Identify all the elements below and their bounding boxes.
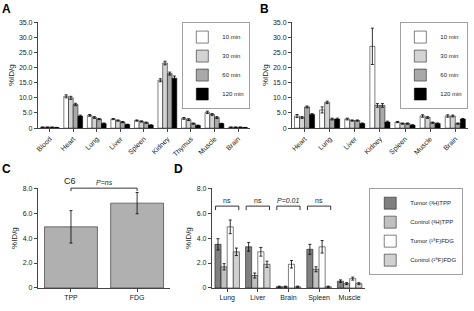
svg-text:4.0: 4.0 xyxy=(23,235,33,242)
svg-text:0: 0 xyxy=(203,284,207,291)
svg-text:B: B xyxy=(260,2,269,16)
svg-text:120 min: 120 min xyxy=(222,91,243,97)
svg-text:15.0: 15.0 xyxy=(19,79,33,86)
svg-text:20.0: 20.0 xyxy=(273,64,287,71)
svg-text:2.0: 2.0 xyxy=(197,259,207,266)
svg-text:60 min: 60 min xyxy=(440,72,458,78)
svg-text:Heart: Heart xyxy=(291,135,308,152)
svg-text:Spleen: Spleen xyxy=(308,294,330,302)
svg-text:Muscle: Muscle xyxy=(413,135,434,156)
svg-text:6.0: 6.0 xyxy=(23,210,33,217)
svg-text:Lung: Lung xyxy=(84,135,101,152)
svg-text:Kidney: Kidney xyxy=(150,135,171,156)
svg-text:Control (¹⁸F)FDG: Control (¹⁸F)FDG xyxy=(410,257,456,263)
svg-text:0: 0 xyxy=(29,125,33,132)
svg-text:Liver: Liver xyxy=(342,135,358,151)
svg-text:C6: C6 xyxy=(64,176,76,186)
svg-text:Brain: Brain xyxy=(280,294,296,301)
svg-text:Heart: Heart xyxy=(59,135,76,152)
svg-text:P=ns: P=ns xyxy=(96,179,113,186)
svg-text:TPP: TPP xyxy=(64,294,78,301)
svg-text:25.0: 25.0 xyxy=(273,49,287,56)
svg-text:Tumor (³H)TPP: Tumor (³H)TPP xyxy=(410,200,451,206)
svg-text:A: A xyxy=(2,2,11,16)
svg-text:Lung: Lung xyxy=(317,135,334,152)
svg-text:%ID/g: %ID/g xyxy=(7,64,16,86)
svg-text:2.0: 2.0 xyxy=(23,259,33,266)
svg-text:30.0: 30.0 xyxy=(19,34,33,41)
svg-text:5.0: 5.0 xyxy=(277,109,287,116)
svg-text:ns: ns xyxy=(223,197,231,204)
svg-text:ns: ns xyxy=(254,197,262,204)
svg-text:35.0: 35.0 xyxy=(19,19,33,26)
svg-text:10.0: 10.0 xyxy=(19,94,33,101)
svg-text:0: 0 xyxy=(29,284,33,291)
svg-text:Liver: Liver xyxy=(250,294,266,301)
svg-text:C: C xyxy=(2,162,11,176)
svg-text:10 min: 10 min xyxy=(440,34,458,40)
svg-text:35.0: 35.0 xyxy=(273,19,287,26)
svg-text:Blood: Blood xyxy=(35,135,53,153)
svg-text:Spleen: Spleen xyxy=(388,135,409,156)
svg-text:60 min: 60 min xyxy=(222,72,240,78)
svg-text:Spleen: Spleen xyxy=(127,135,148,156)
svg-text:%ID/g: %ID/g xyxy=(261,64,270,86)
svg-text:5.0: 5.0 xyxy=(23,109,33,116)
svg-text:Muscle: Muscle xyxy=(197,135,218,156)
svg-text:Muscle: Muscle xyxy=(339,294,361,301)
svg-text:P=0.01: P=0.01 xyxy=(277,197,299,204)
svg-text:Brain: Brain xyxy=(225,135,242,152)
svg-text:30 min: 30 min xyxy=(222,53,240,59)
svg-text:%ID/g: %ID/g xyxy=(184,227,193,249)
svg-text:Control (³H)TPP: Control (³H)TPP xyxy=(410,219,453,225)
svg-text:30 min: 30 min xyxy=(440,53,458,59)
svg-text:10 min: 10 min xyxy=(222,34,240,40)
svg-text:Thymus: Thymus xyxy=(172,135,196,159)
svg-text:Kidney: Kidney xyxy=(363,135,384,156)
svg-text:ns: ns xyxy=(315,197,323,204)
svg-text:Lung: Lung xyxy=(219,294,235,302)
svg-text:15.0: 15.0 xyxy=(273,79,287,86)
svg-text:20.0: 20.0 xyxy=(19,64,33,71)
svg-text:Tumor (¹⁸F)FDG: Tumor (¹⁸F)FDG xyxy=(410,238,454,244)
svg-text:120 min: 120 min xyxy=(440,91,461,97)
svg-text:FDG: FDG xyxy=(130,294,145,301)
svg-text:8.0: 8.0 xyxy=(197,185,207,192)
svg-text:Liver: Liver xyxy=(108,135,124,151)
svg-text:Brain: Brain xyxy=(442,135,459,152)
svg-text:6.0: 6.0 xyxy=(197,210,207,217)
svg-text:10.0: 10.0 xyxy=(273,94,287,101)
svg-text:4.0: 4.0 xyxy=(197,235,207,242)
svg-text:0: 0 xyxy=(283,125,287,132)
svg-text:8.0: 8.0 xyxy=(23,185,33,192)
svg-text:D: D xyxy=(174,162,183,176)
svg-text:25.0: 25.0 xyxy=(19,49,33,56)
svg-text:30.0: 30.0 xyxy=(273,34,287,41)
svg-text:%ID/g: %ID/g xyxy=(10,227,19,249)
